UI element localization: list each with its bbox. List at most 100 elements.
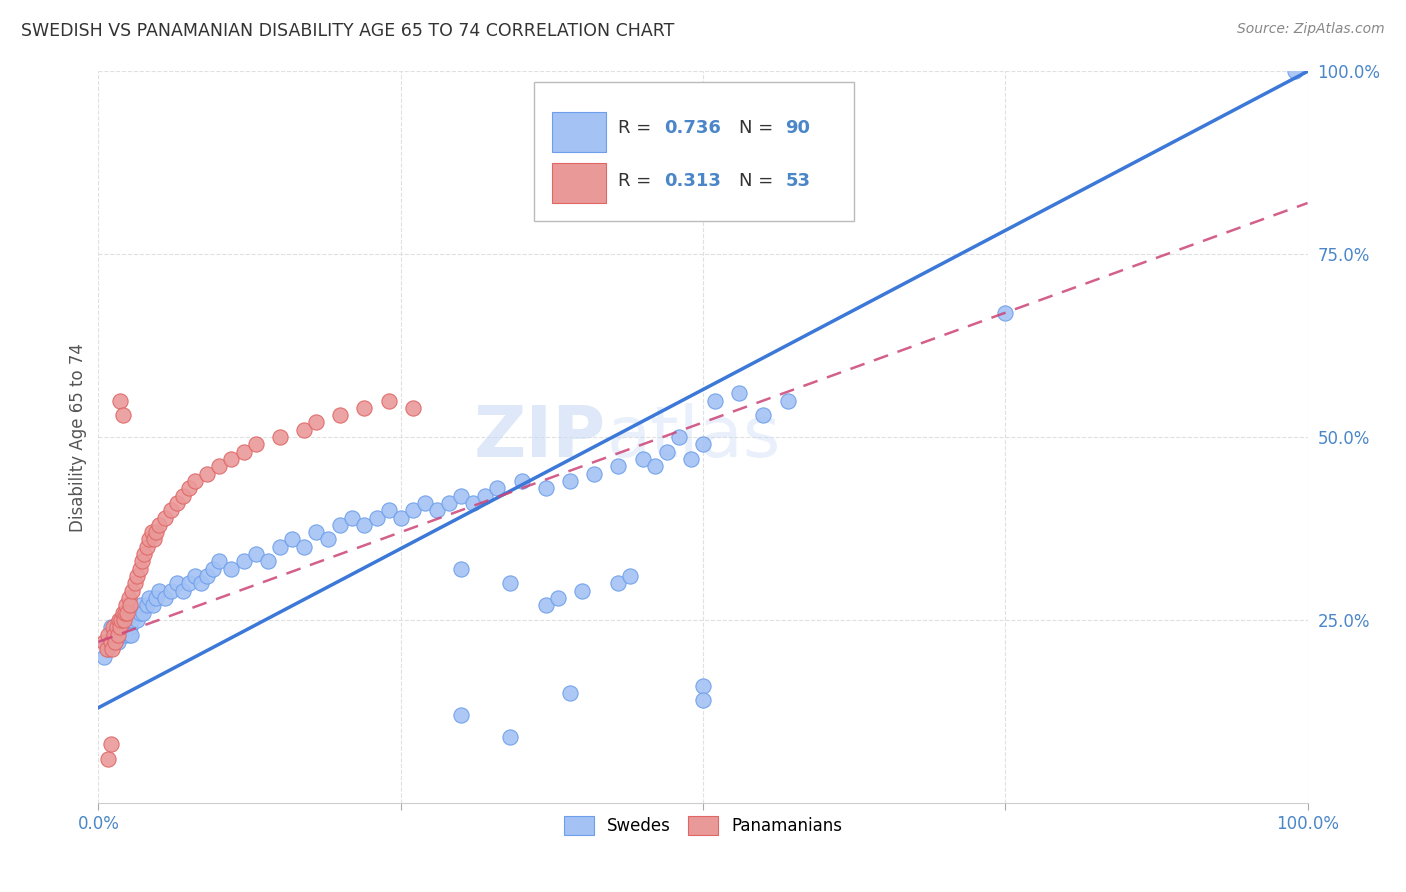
Point <box>100 642 122 657</box>
Point <box>112 620 135 634</box>
Point <box>269 430 291 444</box>
Point <box>118 591 141 605</box>
Point <box>342 510 364 524</box>
Point <box>486 481 509 495</box>
Point <box>389 510 412 524</box>
Point <box>114 606 136 620</box>
Point <box>655 444 678 458</box>
Point <box>93 635 115 649</box>
Legend: Swedes, Panamanians: Swedes, Panamanians <box>557 809 849 842</box>
Point <box>498 730 520 744</box>
Point <box>101 627 124 641</box>
Point <box>463 496 485 510</box>
Point <box>232 554 254 568</box>
Point <box>316 533 339 547</box>
Text: 0.313: 0.313 <box>664 172 721 190</box>
Point <box>108 613 131 627</box>
Point <box>128 562 150 576</box>
Point <box>104 620 127 634</box>
Point <box>166 496 188 510</box>
Point <box>138 533 160 547</box>
Point <box>534 599 557 613</box>
Point <box>292 423 315 437</box>
Point <box>129 599 152 613</box>
Point <box>160 503 183 517</box>
Point <box>112 613 135 627</box>
Point <box>100 635 122 649</box>
Point <box>607 459 630 474</box>
Point <box>377 393 399 408</box>
Point <box>498 576 520 591</box>
Point <box>437 496 460 510</box>
Point <box>195 467 218 481</box>
Point <box>184 569 207 583</box>
Point <box>534 481 557 495</box>
FancyBboxPatch shape <box>534 82 855 221</box>
Point <box>172 583 194 598</box>
Point <box>245 547 267 561</box>
Point <box>142 599 165 613</box>
Text: Source: ZipAtlas.com: Source: ZipAtlas.com <box>1237 22 1385 37</box>
Point <box>377 503 399 517</box>
Point <box>97 752 120 766</box>
Point <box>208 554 231 568</box>
Point <box>103 627 125 641</box>
Point <box>619 569 641 583</box>
Y-axis label: Disability Age 65 to 74: Disability Age 65 to 74 <box>69 343 87 532</box>
Point <box>221 452 243 467</box>
Point <box>179 576 201 591</box>
Point <box>121 583 143 598</box>
Point <box>679 452 702 467</box>
Point <box>571 583 593 598</box>
Point <box>108 393 131 408</box>
Point <box>281 533 304 547</box>
Point <box>135 540 157 554</box>
Point <box>141 525 163 540</box>
Text: R =: R = <box>619 119 658 136</box>
Point <box>110 613 132 627</box>
Point <box>160 583 183 598</box>
Point <box>118 620 141 634</box>
Point <box>105 627 128 641</box>
Point <box>100 737 122 751</box>
Point <box>148 583 170 598</box>
Point <box>96 635 118 649</box>
Point <box>692 679 714 693</box>
Point <box>145 525 167 540</box>
Point <box>583 467 606 481</box>
Text: 90: 90 <box>785 119 810 136</box>
Point <box>366 510 388 524</box>
Point <box>402 401 425 415</box>
Point <box>184 474 207 488</box>
Point <box>107 635 129 649</box>
Point <box>131 554 153 568</box>
Point <box>115 620 138 634</box>
Point <box>305 416 328 430</box>
Point <box>97 627 120 641</box>
Point <box>1284 64 1306 78</box>
Point <box>107 627 129 641</box>
Point <box>305 525 328 540</box>
Point <box>100 635 122 649</box>
Point <box>111 408 134 422</box>
Point <box>776 393 799 408</box>
Point <box>474 489 496 503</box>
Point <box>166 576 188 591</box>
Point <box>450 562 472 576</box>
Point <box>127 569 149 583</box>
Point <box>190 576 212 591</box>
Point <box>644 459 666 474</box>
Point <box>153 510 176 524</box>
Point <box>208 459 231 474</box>
Point <box>631 452 654 467</box>
Point <box>353 517 375 532</box>
Point <box>128 606 150 620</box>
Point <box>450 708 472 723</box>
Point <box>143 533 166 547</box>
Point <box>172 489 194 503</box>
Text: SWEDISH VS PANAMANIAN DISABILITY AGE 65 TO 74 CORRELATION CHART: SWEDISH VS PANAMANIAN DISABILITY AGE 65 … <box>21 22 675 40</box>
Point <box>153 591 176 605</box>
Point <box>127 613 149 627</box>
Point <box>426 503 449 517</box>
Point <box>105 620 128 634</box>
